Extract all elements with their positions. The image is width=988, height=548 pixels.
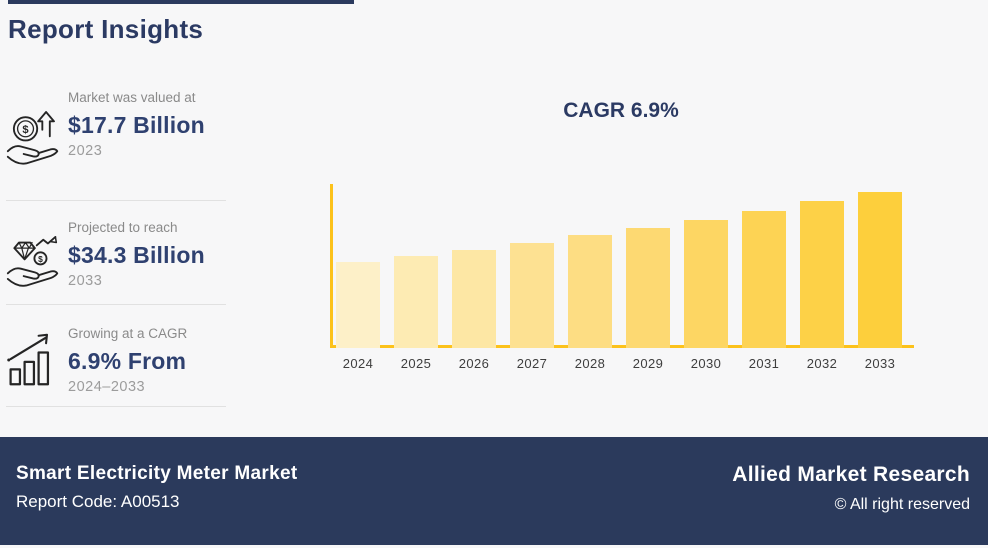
y-axis-line (330, 184, 333, 348)
insight-year: 2033 (68, 273, 103, 289)
bar-2026 (452, 250, 496, 348)
bar-2031 (742, 211, 786, 348)
insight-label: Projected to reach (68, 220, 178, 235)
insight-projection: $ Projected to reach $34.3 Billion 2033 (0, 218, 232, 289)
x-tick-2025: 2025 (400, 356, 432, 371)
growth-bars-arrow-icon (5, 328, 63, 392)
insight-market-value: $ Market was valued at $17.7 Billion 202… (0, 88, 232, 165)
x-tick-2024: 2024 (342, 356, 374, 371)
bar-chart: 2024 2025 2026 2027 2028 2029 2030 2031 2032 2033 (330, 184, 920, 384)
bar-2028 (568, 235, 612, 348)
x-tick-2028: 2028 (574, 356, 606, 371)
x-tick-2027: 2027 (516, 356, 548, 371)
sidebar-divider (6, 304, 226, 305)
x-tick-2032: 2032 (806, 356, 838, 371)
insight-value: 6.9% From (68, 348, 187, 374)
svg-text:$: $ (38, 254, 43, 264)
footer-bar: Smart Electricity Meter Market Report Co… (0, 437, 988, 545)
bar-group (336, 184, 902, 348)
footer-brand: Allied Market Research (732, 463, 970, 486)
x-axis-labels: 2024 2025 2026 2027 2028 2029 2030 2031 2032 2033 (336, 356, 902, 371)
bar-2030 (684, 220, 728, 348)
sidebar-divider (6, 200, 226, 201)
bar-2029 (626, 228, 670, 348)
bar-2027 (510, 243, 554, 348)
insight-cagr: Growing at a CAGR 6.9% From 2024–2033 (0, 324, 232, 395)
footer-market-title: Smart Electricity Meter Market (16, 463, 298, 484)
hand-diamond-coin-icon: $ (5, 234, 63, 294)
insight-value: $17.7 Billion (68, 112, 205, 138)
bar-2024 (336, 262, 380, 348)
insight-year: 2023 (68, 143, 103, 159)
sidebar-divider (6, 406, 226, 407)
page-title: Report Insights (8, 14, 204, 44)
x-tick-2033: 2033 (864, 356, 896, 371)
hand-coin-growth-icon: $ (5, 110, 63, 170)
x-tick-2026: 2026 (458, 356, 490, 371)
svg-text:$: $ (22, 124, 29, 136)
x-tick-2030: 2030 (690, 356, 722, 371)
bar-2032 (800, 201, 844, 348)
bar-2033 (858, 192, 902, 348)
top-accent-bar (8, 0, 354, 4)
insight-value: $34.3 Billion (68, 242, 205, 268)
chart-title: CAGR 6.9% (563, 99, 679, 122)
x-axis-line (330, 345, 914, 348)
footer-copyright: © All right reserved (834, 496, 970, 513)
footer-report-code: Report Code: A00513 (16, 492, 180, 511)
x-tick-2029: 2029 (632, 356, 664, 371)
bar-2025 (394, 256, 438, 348)
insight-year: 2024–2033 (68, 379, 146, 395)
insight-label: Growing at a CAGR (68, 326, 188, 341)
x-tick-2031: 2031 (748, 356, 780, 371)
insight-label: Market was valued at (68, 90, 196, 105)
